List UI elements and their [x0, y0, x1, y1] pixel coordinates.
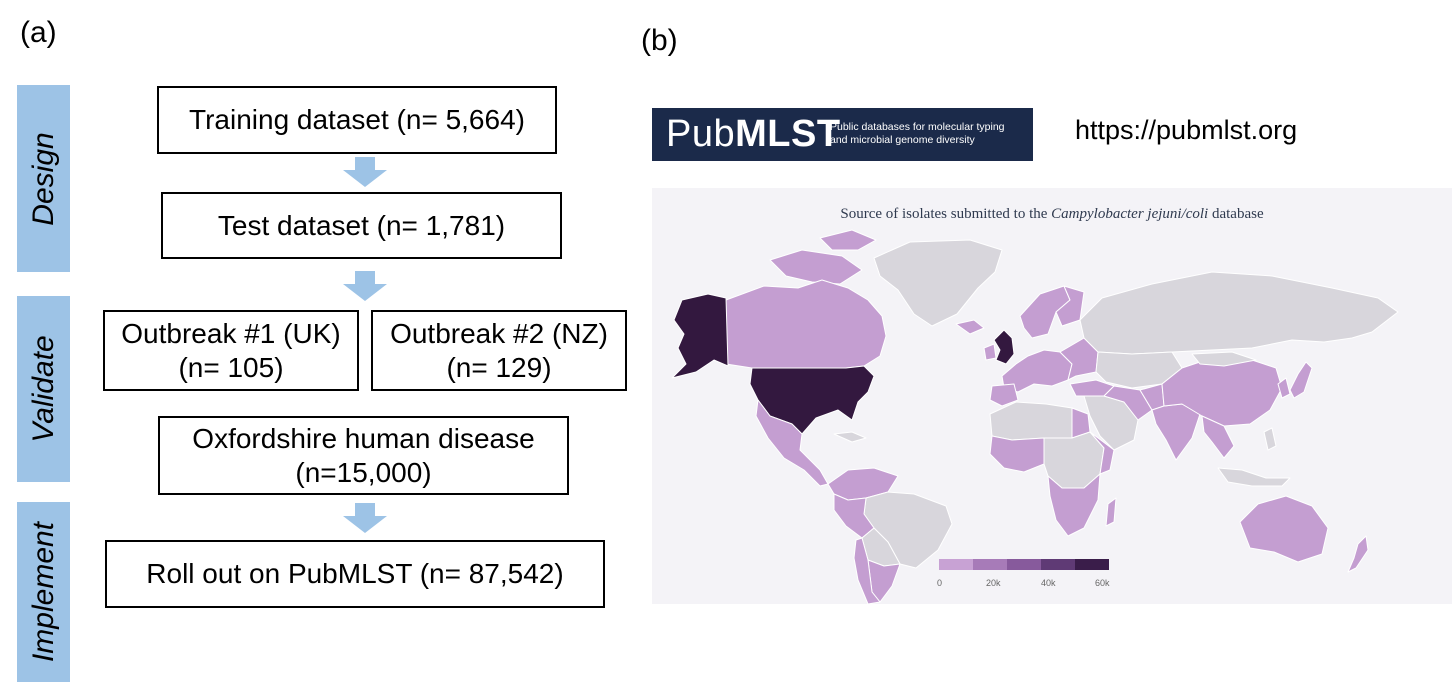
- country-uk: [994, 330, 1014, 364]
- colorbar-segment: [1007, 559, 1041, 570]
- country-canada-islands: [770, 250, 862, 284]
- panel-a-label: (a): [20, 16, 57, 50]
- training-dataset-box: Training dataset (n= 5,664): [157, 86, 557, 154]
- country-russia: [1080, 272, 1398, 354]
- oxfordshire-title: Oxfordshire human disease: [192, 422, 534, 455]
- rollout-text: Roll out on PubMLST (n= 87,542): [146, 557, 563, 590]
- colorbar: [939, 559, 1109, 570]
- colorbar-tick-40k: 40k: [1041, 578, 1056, 588]
- world-map: [652, 188, 1452, 604]
- pubmlst-url[interactable]: https://pubmlst.org: [1075, 115, 1297, 146]
- outbreak-uk-title: Outbreak #1 (UK): [121, 317, 340, 350]
- country-indonesia: [1218, 468, 1290, 486]
- colorbar-segment: [939, 559, 973, 570]
- country-japan: [1290, 362, 1312, 398]
- colorbar-segment: [1075, 559, 1109, 570]
- phase-implement-label: Implement: [27, 522, 61, 662]
- arrow-1: [343, 157, 387, 187]
- pubmlst-logo: PubMLST Public databases for molecular t…: [652, 108, 1033, 161]
- colorbar-tick-20k: 20k: [986, 578, 1001, 588]
- outbreak-nz-title: Outbreak #2 (NZ): [390, 317, 608, 350]
- outbreak-uk-box: Outbreak #1 (UK) (n= 105): [103, 310, 359, 391]
- country-ireland: [984, 344, 996, 360]
- rollout-box: Roll out on PubMLST (n= 87,542): [105, 540, 605, 608]
- country-india: [1152, 404, 1200, 460]
- country-madagascar: [1106, 498, 1116, 526]
- panel-b-label: (b): [641, 24, 678, 58]
- outbreak-nz-box: Outbreak #2 (NZ) (n= 129): [371, 310, 627, 391]
- outbreak-uk-count: (n= 105): [178, 351, 283, 384]
- oxfordshire-count: (n=15,000): [295, 456, 431, 489]
- country-philippines: [1264, 428, 1276, 450]
- outbreak-nz-count: (n= 129): [446, 351, 551, 384]
- country-new-zealand: [1348, 536, 1368, 572]
- arrow-2: [343, 271, 387, 301]
- colorbar-segment: [973, 559, 1007, 570]
- country-canada: [726, 280, 886, 368]
- phase-design-bar: Design: [17, 85, 70, 272]
- colorbar-segment: [1041, 559, 1075, 570]
- country-greenland: [874, 240, 1002, 326]
- phase-design-label: Design: [27, 132, 61, 225]
- pubmlst-wordmark: PubMLST: [666, 113, 841, 156]
- colorbar-tick-0: 0: [937, 578, 942, 588]
- test-dataset-box: Test dataset (n= 1,781): [161, 192, 562, 259]
- world-map-panel: Source of isolates submitted to the Camp…: [652, 188, 1452, 604]
- pubmlst-tagline: Public databases for molecular typing an…: [830, 121, 1005, 147]
- country-iceland: [956, 320, 984, 334]
- phase-implement-bar: Implement: [17, 502, 70, 682]
- training-dataset-text: Training dataset (n= 5,664): [189, 103, 525, 136]
- country-caribbean: [834, 432, 866, 442]
- arrow-3: [343, 503, 387, 533]
- country-canada-islands-2: [820, 230, 876, 250]
- country-west-africa: [990, 436, 1044, 472]
- country-alaska: [672, 294, 728, 378]
- phase-validate-bar: Validate: [17, 296, 70, 482]
- phase-validate-label: Validate: [27, 335, 61, 442]
- test-dataset-text: Test dataset (n= 1,781): [218, 209, 505, 242]
- country-australia: [1240, 496, 1328, 562]
- colorbar-tick-60k: 60k: [1095, 578, 1110, 588]
- oxfordshire-box: Oxfordshire human disease (n=15,000): [158, 416, 569, 495]
